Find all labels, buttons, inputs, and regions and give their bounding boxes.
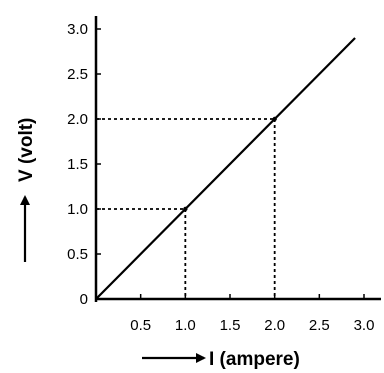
x-tick-label: 1.0 bbox=[175, 317, 196, 334]
x-tick-label: 2.5 bbox=[309, 317, 330, 334]
guide-points bbox=[183, 116, 277, 212]
x-axis-title: I (ampere) bbox=[209, 349, 300, 370]
x-tick-label: 0.5 bbox=[130, 317, 151, 334]
y-tick-label: 0.5 bbox=[67, 246, 88, 263]
y-axis-title: V (volt) bbox=[16, 118, 37, 182]
x-tick-label: 2.0 bbox=[264, 317, 285, 334]
y-tick-label: 2.0 bbox=[67, 111, 88, 128]
data-point bbox=[272, 116, 277, 122]
data-point bbox=[183, 206, 188, 212]
y-tick-label: 0 bbox=[80, 291, 88, 308]
guide-lines bbox=[96, 118, 276, 299]
y-tick-labels: 0 0.5 1.0 1.5 2.0 2.5 3.0 bbox=[67, 21, 101, 308]
y-tick-label: 2.5 bbox=[67, 66, 88, 83]
y-tick-label: 1.0 bbox=[67, 201, 88, 218]
x-tick-label: 1.5 bbox=[220, 317, 241, 334]
x-tick-label: 3.0 bbox=[354, 317, 375, 334]
x-tick-labels: 0.5 1.0 1.5 2.0 2.5 3.0 bbox=[130, 294, 374, 334]
y-tick-label: 3.0 bbox=[67, 21, 88, 38]
series-line bbox=[95, 37, 356, 300]
series-lines bbox=[95, 37, 356, 300]
y-tick-label: 1.5 bbox=[67, 156, 88, 173]
